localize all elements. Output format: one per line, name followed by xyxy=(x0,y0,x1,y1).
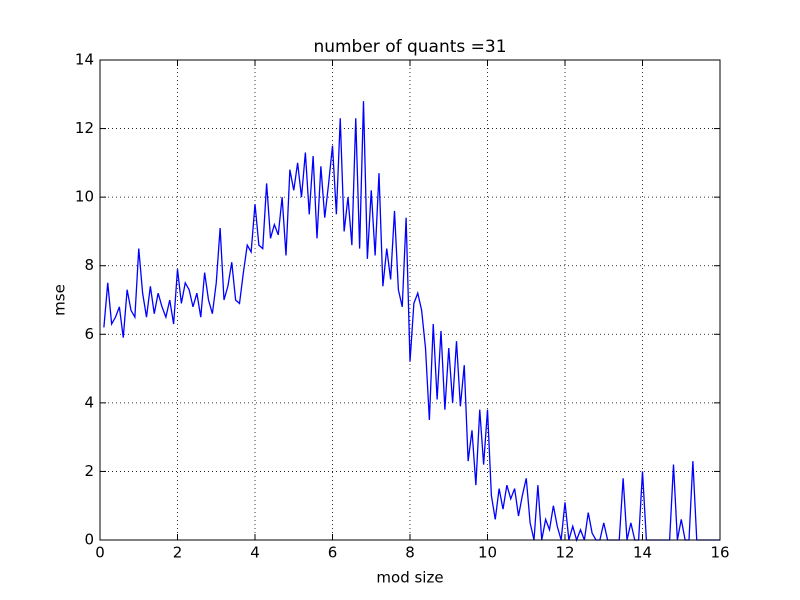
y-tick-label: 8 xyxy=(84,256,94,274)
y-tick-label: 2 xyxy=(84,462,94,480)
x-tick-label: 8 xyxy=(405,544,415,562)
y-tick-label: 10 xyxy=(75,188,94,206)
y-axis-label: mse xyxy=(51,284,69,316)
x-tick-label: 0 xyxy=(95,544,105,562)
x-tick-label: 6 xyxy=(328,544,338,562)
x-axis-label: mod size xyxy=(376,569,443,587)
y-tick-label: 0 xyxy=(84,531,94,549)
x-tick-label: 10 xyxy=(478,544,497,562)
y-tick-label: 4 xyxy=(84,393,94,411)
x-tick-label: 4 xyxy=(250,544,260,562)
y-tick-label: 14 xyxy=(75,51,94,69)
x-tick-label: 2 xyxy=(173,544,183,562)
y-tick-label: 12 xyxy=(75,119,94,137)
chart-title: number of quants =31 xyxy=(313,37,506,57)
y-tick-label: 6 xyxy=(84,325,94,343)
x-tick-label: 14 xyxy=(633,544,652,562)
x-tick-label: 16 xyxy=(710,544,729,562)
x-tick-label: 12 xyxy=(555,544,574,562)
plot-frame xyxy=(99,59,721,541)
